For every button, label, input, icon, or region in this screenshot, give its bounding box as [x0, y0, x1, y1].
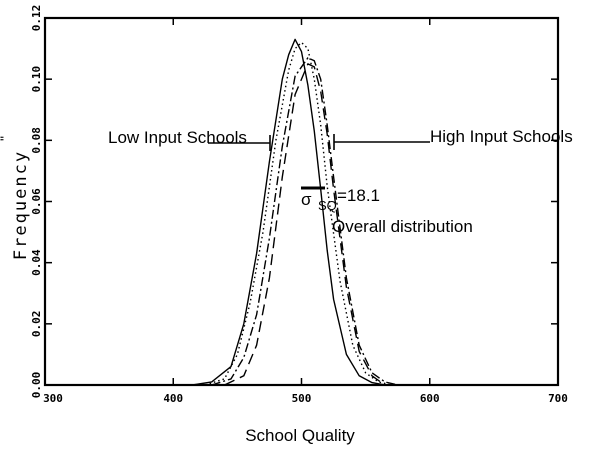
low-input-arrow [208, 135, 271, 151]
high-input-label: High Input Schools [430, 127, 573, 146]
sigma-value: =18.1 [337, 186, 380, 205]
y-tick-label: 0.12 [30, 5, 43, 32]
low-input-label: Low Input Schools [108, 128, 247, 147]
y-tick-label: 0.00 [30, 372, 43, 399]
overall-distribution-label: Overall distribution [332, 217, 473, 236]
curve-dash-dot [211, 57, 398, 386]
distribution-curves [192, 38, 398, 386]
y-tick-label: 0.10 [30, 66, 43, 93]
x-tick-label: 300 [43, 392, 63, 405]
y-tick-label: 0.04 [30, 249, 43, 276]
y-tick-label: 0.06 [30, 188, 43, 215]
y-axis-label: Frequency [11, 150, 31, 260]
sigma-annotation: σ SQ =18.1 [301, 186, 380, 213]
curve-dotted [205, 41, 392, 386]
curve-dashed [224, 63, 386, 386]
x-tick-label: 600 [420, 392, 440, 405]
x-axis-label: School Quality [245, 426, 355, 445]
sigma-symbol: σ [301, 190, 312, 209]
y-axis-ticks: 0.00 0.02 0.04 0.06 0.08 0.10 0.12 [30, 5, 558, 399]
sigma-subscript: SQ [318, 198, 337, 213]
x-tick-label: 400 [163, 392, 183, 405]
curve-solid [192, 38, 386, 386]
x-axis-ticks: 300 400 500 600 700 [43, 18, 568, 405]
corner-mark: " [0, 136, 13, 141]
x-tick-label: 500 [292, 392, 312, 405]
y-tick-label: 0.02 [30, 311, 43, 338]
x-tick-label: 700 [548, 392, 568, 405]
high-input-arrow [333, 134, 430, 150]
y-tick-label: 0.08 [30, 127, 43, 154]
